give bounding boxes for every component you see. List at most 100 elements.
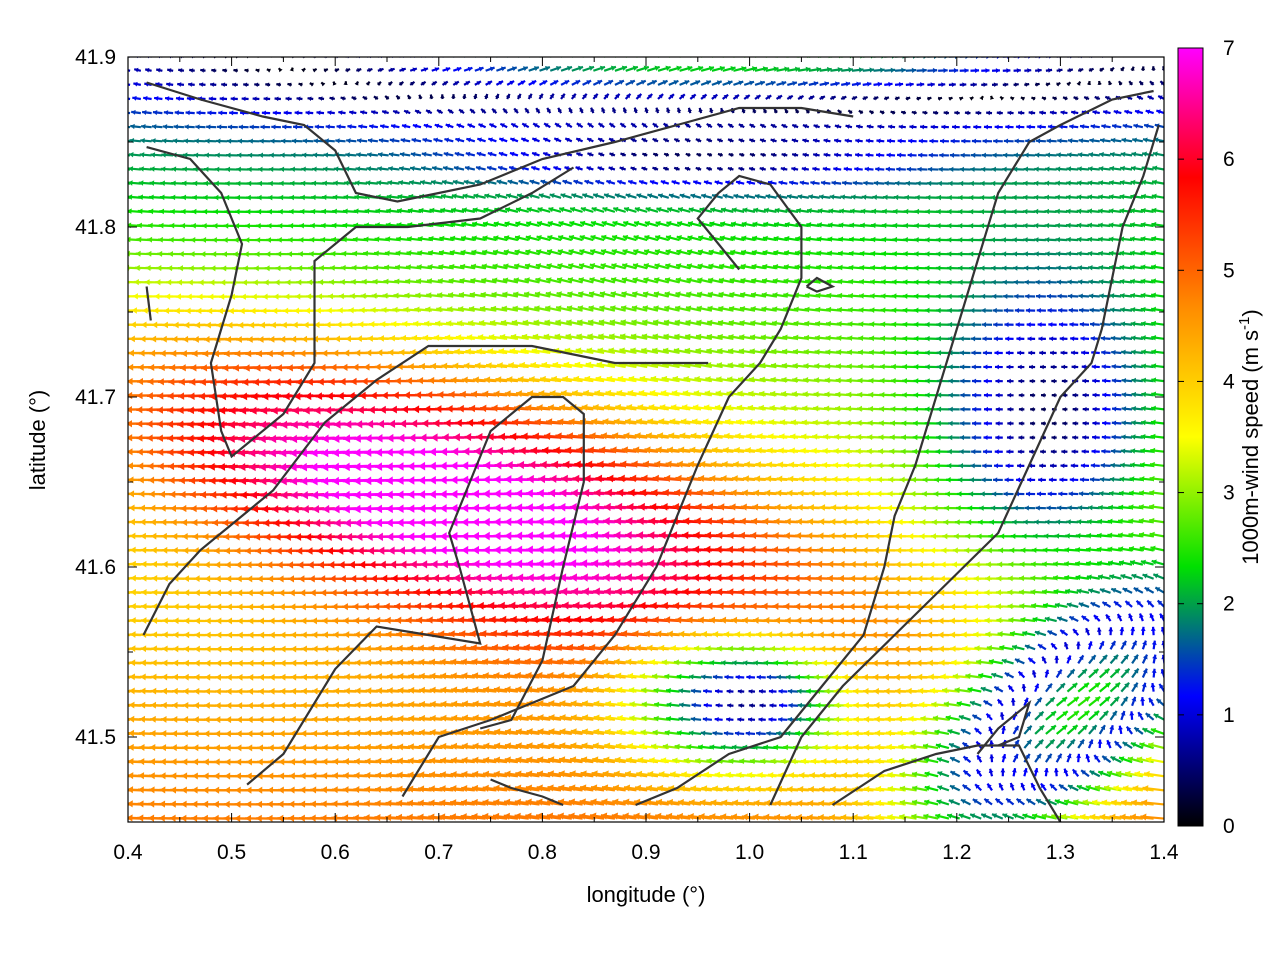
- wind-vector: [655, 812, 680, 820]
- wind-vector: [1002, 813, 1014, 820]
- wind-vector: [644, 812, 669, 820]
- wind-vector: [128, 337, 131, 340]
- wind-vector: [911, 799, 928, 806]
- wind-vector: [471, 813, 497, 821]
- wind-vector: [863, 799, 885, 807]
- wind-vector: [557, 812, 583, 820]
- wind-vector: [128, 591, 131, 594]
- wind-vector: [460, 799, 486, 807]
- wind-vector: [128, 605, 131, 609]
- wind-vector: [983, 798, 993, 806]
- wind-vector: [514, 798, 540, 806]
- wind-vector: [980, 813, 993, 820]
- wind-vector: [546, 812, 572, 820]
- wind-vector: [601, 798, 626, 806]
- wind-vector: [677, 798, 702, 806]
- wind-vector: [946, 813, 961, 820]
- wind-vector: [600, 812, 626, 820]
- wind-vector: [460, 813, 486, 821]
- wind-vector: [611, 812, 637, 820]
- wind-vector: [128, 535, 131, 538]
- wind-vector: [128, 676, 131, 679]
- wind-vector: [471, 798, 497, 807]
- wind-vector: [492, 812, 519, 821]
- wind-vector: [1141, 799, 1164, 807]
- wind-vector: [482, 812, 508, 821]
- wind-vector: [1054, 799, 1068, 806]
- wind-vector: [536, 798, 562, 806]
- wind-vector: [128, 521, 131, 524]
- wind-vector: [128, 478, 131, 482]
- wind-vector: [128, 690, 131, 693]
- wind-vector: [128, 803, 131, 806]
- wind-vector: [128, 775, 131, 778]
- wind-vector: [128, 549, 131, 552]
- wind-vector: [128, 648, 131, 651]
- wind-vector: [503, 798, 529, 806]
- wind-vector: [128, 633, 131, 637]
- wind-vector: [622, 812, 648, 820]
- wind-vector: [935, 813, 950, 820]
- wind-vector: [1091, 799, 1111, 806]
- wind-vector: [579, 798, 605, 806]
- wind-vector: [687, 812, 713, 821]
- wind-vector: [128, 507, 131, 510]
- wind-vector: [493, 798, 519, 806]
- wind-vector: [568, 798, 594, 806]
- wind-vector: [128, 422, 131, 425]
- wind-vector: [972, 798, 982, 806]
- wind-vector: [128, 450, 131, 453]
- wind-vector: [1082, 799, 1100, 806]
- wind-vector: [923, 813, 939, 820]
- wind-vector: [128, 492, 131, 496]
- wind-vector: [128, 380, 131, 383]
- wind-vector: [535, 812, 562, 820]
- wind-vector: [1101, 799, 1122, 806]
- wind-vector: [128, 436, 131, 439]
- wind-vector: [128, 309, 131, 312]
- wind-vector: [1005, 797, 1015, 806]
- wind-vector: [128, 760, 131, 764]
- wind-vector: [936, 799, 950, 806]
- wind-vector: [688, 799, 713, 806]
- wind-vector: [128, 323, 131, 326]
- wind-vector: [899, 799, 917, 806]
- wind-vector: [960, 798, 971, 806]
- wind-vector: [128, 464, 131, 467]
- wind-vector: [590, 798, 616, 806]
- wind-vector: [924, 799, 939, 806]
- wind-vector: [655, 798, 680, 806]
- wind-vector: [568, 812, 594, 820]
- wind-vector: [991, 813, 1004, 820]
- wind-vector: [994, 797, 1004, 806]
- wind-vector: [1035, 798, 1047, 806]
- wind-vector: [612, 798, 637, 806]
- wind-vector: [503, 812, 529, 820]
- wind-vector: [969, 813, 982, 820]
- wind-vector: [128, 817, 131, 820]
- wind-vector: [1031, 813, 1047, 820]
- wind-vector: [948, 799, 961, 806]
- wind-vector: [666, 798, 691, 806]
- wind-vector: [128, 351, 131, 355]
- wind-vector: [1025, 798, 1036, 806]
- wind-vector: [1012, 813, 1025, 820]
- wind-vector: [958, 813, 971, 820]
- wind-vector: [1140, 813, 1164, 821]
- wind-vector: [1070, 813, 1090, 820]
- wind-vector: [128, 704, 131, 707]
- wind-vector: [863, 813, 885, 821]
- wind-vector: [1063, 799, 1079, 806]
- wind-vector: [589, 812, 616, 820]
- wind-vector: [525, 798, 551, 806]
- wind-vector: [676, 812, 702, 820]
- wind-vectors: [128, 57, 1164, 822]
- wind-vector: [128, 662, 131, 665]
- wind-vector: [623, 798, 648, 806]
- wind-vector: [579, 812, 605, 820]
- wind-vector: [128, 295, 131, 298]
- wind-vector: [899, 813, 917, 820]
- wind-vector: [911, 813, 928, 820]
- wind-vector: [128, 619, 131, 623]
